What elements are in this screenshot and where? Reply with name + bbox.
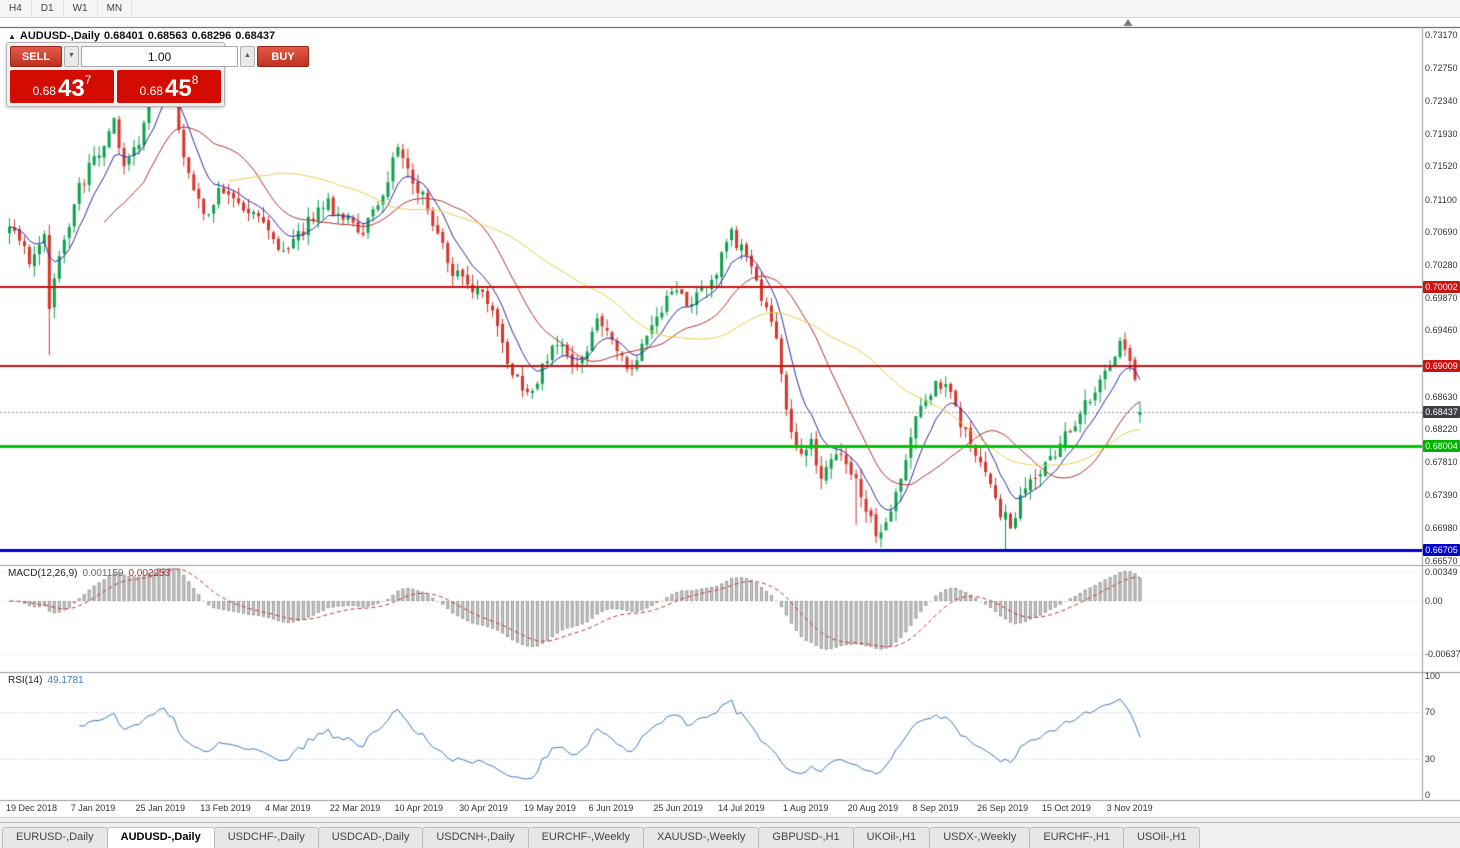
price-axis-label: 0.73170: [1425, 29, 1458, 40]
date-label: 13 Feb 2019: [200, 803, 251, 813]
timeframe-button-h4[interactable]: H4: [0, 0, 32, 17]
symbol-tab-usdcad-daily[interactable]: USDCAD-,Daily: [317, 827, 424, 848]
macd-signal-value: 0.002253: [128, 568, 171, 579]
price-axis-badge: 0.68004: [1423, 440, 1460, 453]
rsi-axis-label: 0: [1425, 790, 1431, 800]
rsi-name: RSI(14): [8, 675, 43, 686]
date-label: 10 Apr 2019: [394, 803, 443, 813]
macd-axis-label: 0.00: [1425, 596, 1443, 606]
symbol-tab-audusd-daily[interactable]: AUDUSD-,Daily: [106, 827, 215, 848]
volume-input[interactable]: [81, 46, 238, 67]
timeframe-buttons: H4 D1 W1 MN: [0, 0, 133, 17]
symbol-tab-usoil-h1[interactable]: USOil-,H1: [1122, 827, 1201, 848]
date-label: 22 Mar 2019: [329, 803, 381, 813]
date-label: 20 Aug 2019: [847, 803, 899, 813]
date-label: 26 Sep 2019: [977, 803, 1029, 813]
rsi-axis-label: 70: [1425, 706, 1436, 717]
sell-button[interactable]: SELL: [10, 46, 62, 67]
price-axis-badge: 0.68437: [1423, 405, 1460, 418]
chart-close-value: 0.68437: [235, 30, 276, 42]
price-axis-label: 0.69870: [1425, 292, 1458, 303]
symbol-tab-eurusd-daily[interactable]: EURUSD-,Daily: [2, 827, 108, 848]
rsi-axis-label: 30: [1425, 754, 1436, 765]
macd-axis-label: -0.00637: [1425, 648, 1460, 659]
date-label: 25 Jan 2019: [135, 803, 186, 813]
symbol-tab-usdchf-daily[interactable]: USDCHF-,Daily: [213, 827, 319, 848]
symbol-tab-eurchf-h1[interactable]: EURCHF-,H1: [1029, 827, 1124, 848]
date-label: 30 Apr 2019: [459, 803, 508, 813]
symbol-tab-xauusd-weekly[interactable]: XAUUSD-,Weekly: [642, 827, 760, 848]
chart-low-value: 0.68296: [191, 30, 232, 42]
price-axis-label: 0.68220: [1425, 424, 1458, 435]
price-axis-badge: 0.69009: [1423, 360, 1460, 373]
symbol-tab-ukoil-h1[interactable]: UKOil-,H1: [852, 827, 931, 848]
date-label: 7 Jan 2019: [70, 803, 116, 813]
buy-price-pip: 8: [191, 73, 199, 87]
date-label: 1 Aug 2019: [782, 803, 829, 813]
price-axis-label: 0.70280: [1425, 260, 1458, 271]
symbol-tab-usdx-weekly[interactable]: USDX-,Weekly: [929, 827, 1031, 848]
price-axis-label: 0.68630: [1425, 391, 1458, 402]
date-label: 15 Oct 2019: [1041, 803, 1091, 813]
symbol-tab-gbpusd-h1[interactable]: GBPUSD-,H1: [758, 827, 854, 848]
sell-price-main: 43: [57, 75, 85, 102]
sell-price-display[interactable]: 0.68 43 7: [10, 70, 114, 103]
date-label: 14 Jul 2019: [718, 803, 765, 813]
price-axis-label: 0.69460: [1425, 325, 1458, 336]
buy-price-display[interactable]: 0.68 45 8: [117, 70, 221, 103]
price-axis-label: 0.71100: [1425, 194, 1457, 205]
price-axis-label: 0.70690: [1425, 227, 1458, 238]
rsi-indicator-label: RSI(14) 49.1781: [8, 675, 89, 686]
chart-collapse-icon: ▲: [8, 32, 16, 41]
volume-increase-button[interactable]: ▲: [240, 46, 255, 67]
price-axis-label: 0.66570: [1425, 555, 1458, 566]
chart-title: ▲ AUDUSD-,Daily 0.68401 0.68563 0.68296 0.684…: [8, 30, 279, 42]
date-label: 19 Dec 2018: [6, 803, 58, 813]
buy-price-main: 45: [164, 75, 192, 102]
macd-main-value: 0.001159: [82, 568, 124, 579]
chart-canvas[interactable]: [0, 0, 1460, 820]
price-axis-label: 0.66980: [1425, 522, 1458, 533]
volume-decrease-button[interactable]: ▼: [64, 46, 79, 67]
macd-name: MACD(12,26,9): [8, 568, 78, 579]
buy-button[interactable]: BUY: [257, 46, 309, 67]
price-axis-label: 0.67390: [1425, 490, 1458, 501]
price-axis-badge: 0.70002: [1423, 281, 1460, 294]
chart-open-value: 0.68401: [104, 30, 144, 42]
symbol-tab-bar: EURUSD-,Daily AUDUSD-,Daily USDCHF-,Daily U…: [0, 822, 1460, 848]
macd-axis-label: 0.00349: [1425, 567, 1458, 577]
timeframe-button-d1[interactable]: D1: [32, 0, 64, 17]
price-axis-label: 0.72750: [1425, 63, 1458, 74]
price-axis-badge: 0.66705: [1423, 543, 1460, 556]
chart-high-value: 0.68563: [147, 30, 188, 42]
timeframe-toolbar: H4 D1 W1 MN: [0, 0, 1460, 18]
price-axis-label: 0.71520: [1425, 161, 1458, 172]
date-label: 25 Jun 2019: [653, 803, 703, 813]
date-label: 3 Nov 2019: [1106, 803, 1153, 813]
price-axis-label: 0.67810: [1425, 456, 1458, 467]
price-axis-label: 0.72340: [1425, 96, 1458, 107]
chart-symbol-label: AUDUSD-,Daily: [19, 30, 100, 42]
symbol-tab-usdcnh-daily[interactable]: USDCNH-,Daily: [422, 827, 529, 848]
date-label: 19 May 2019: [523, 803, 576, 813]
timeframe-button-mn[interactable]: MN: [98, 0, 133, 17]
rsi-axis-label: 100: [1425, 671, 1441, 681]
sell-price-pip: 7: [84, 73, 92, 87]
one-click-trading-panel: SELL ▼ ▲ BUY 0.68 43 7 0.68 45 8: [6, 42, 309, 107]
date-label: 4 Mar 2019: [264, 803, 311, 813]
buy-price-prefix: 0.68: [139, 84, 163, 98]
date-label: 8 Sep 2019: [912, 803, 959, 813]
price-axis-label: 0.71930: [1425, 128, 1458, 139]
macd-indicator-label: MACD(12,26,9) 0.001159 0.002253: [8, 568, 175, 579]
date-label: 6 Jun 2019: [588, 803, 634, 813]
symbol-tab-eurchf-weekly[interactable]: EURCHF-,Weekly: [527, 827, 644, 848]
timeframe-button-w1[interactable]: W1: [64, 0, 98, 17]
rsi-value: 49.1781: [47, 675, 84, 686]
sell-price-prefix: 0.68: [32, 84, 56, 98]
